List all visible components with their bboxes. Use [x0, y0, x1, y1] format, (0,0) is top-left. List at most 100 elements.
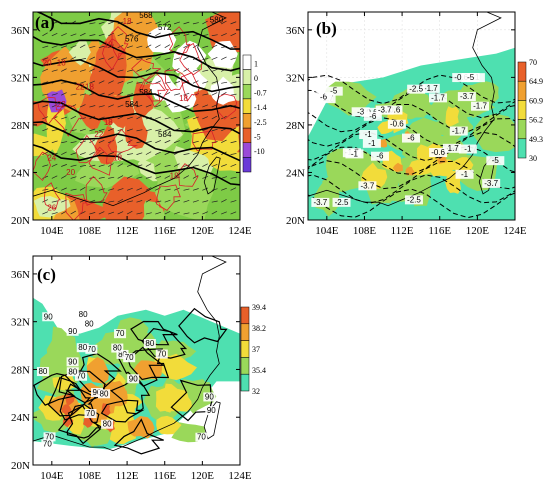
wind-barb [164, 188, 171, 191]
contour-label: -1.7 [424, 84, 438, 93]
colorbar-swatch [242, 54, 252, 70]
red-contour-label: 18 [57, 58, 66, 67]
wind-barb [173, 163, 180, 167]
panel-b: -0.6-1.7-2.5-1.7-1-3.7-0.6-1-0.6-1.7-1-2… [308, 12, 515, 220]
wind-barb [61, 57, 68, 60]
wind-barb [164, 57, 171, 60]
wind-barb [145, 198, 152, 203]
dashed-contour [308, 88, 515, 119]
wind-barb [70, 33, 77, 37]
shading-cell [86, 357, 110, 384]
x-tick-label: 120E [191, 225, 215, 237]
contour-label: 80 [113, 344, 122, 353]
y-tick-label: 36N [11, 25, 30, 37]
wind-barb [183, 21, 190, 25]
wind-barb [192, 152, 199, 155]
wind-barb [42, 22, 49, 25]
wind-barb [145, 68, 152, 72]
contour-label-bg [428, 93, 447, 103]
wind-barb [117, 81, 124, 84]
wind-barb [61, 68, 67, 72]
x-tick-label: 116E [153, 225, 176, 237]
wind-barb [127, 69, 133, 72]
wind-barb [145, 44, 152, 48]
plot-frame [307, 11, 516, 221]
wind-barb [164, 20, 171, 25]
wind-barb [164, 175, 171, 179]
wind-barb [117, 69, 124, 72]
contour-label-bg [401, 133, 420, 143]
wind-barb [98, 105, 105, 108]
shading-a: 5685725765805845845841818181818181818202… [33, 12, 240, 220]
red-contour-label: 18 [113, 154, 122, 163]
contour-label: 70 [116, 329, 125, 338]
contour-label-bg [91, 388, 104, 398]
wind-barb [79, 187, 86, 191]
wind-barb [211, 151, 218, 155]
shading-cell [33, 196, 71, 218]
wind-barb [136, 68, 143, 72]
wind-barb [164, 164, 171, 167]
wind-barb [117, 211, 124, 215]
wind-barb [51, 69, 58, 72]
wind-barb [70, 141, 77, 144]
wind-barb [145, 163, 152, 167]
wind-barb [230, 187, 237, 191]
wind-barb [211, 210, 218, 215]
wind-barb [192, 188, 199, 191]
wind-barb [108, 80, 114, 84]
wind-barb [230, 116, 237, 120]
wind-barb [183, 212, 190, 215]
colorbar-label: 0 [254, 74, 258, 83]
wind-barb [155, 104, 162, 108]
wind-barb [98, 164, 105, 167]
coastline [33, 12, 227, 207]
wind-barb [108, 21, 114, 25]
shading-cell [127, 416, 155, 439]
red-contour-label: 22 [94, 130, 103, 139]
contour-label-bg [41, 439, 54, 449]
wind-barb [89, 164, 96, 167]
wind-barb [126, 45, 133, 48]
wind-barb [183, 44, 190, 48]
contour-label-bg [324, 86, 343, 96]
colorbar-swatch [240, 340, 250, 358]
wind-barb [230, 153, 237, 155]
colorbar-swatch [240, 373, 250, 392]
shading-cell [453, 157, 474, 174]
wind-barb [98, 21, 105, 25]
shading-cell [68, 39, 91, 66]
y-tick-label: 20N [11, 215, 30, 227]
contour-label-bg [83, 319, 96, 329]
wind-barb [221, 20, 227, 25]
contour-label: -6 [376, 152, 384, 161]
wind-barb [127, 200, 134, 203]
red-contour [102, 38, 128, 71]
contour-label: -6 [407, 134, 415, 143]
contour-label: -3.7 [484, 179, 498, 188]
wind-barb [89, 80, 96, 84]
black-contour [33, 79, 240, 113]
wind-barb [51, 32, 58, 37]
red-contour [155, 184, 181, 211]
wind-barb [192, 200, 199, 203]
contour-label: 70 [157, 350, 166, 359]
axes: 104E 108E 112E 116E 120E 124E 20N 24N 28N 32N 36N [11, 11, 252, 237]
contour-label: 70 [197, 433, 206, 442]
wind-barb [42, 164, 49, 167]
wind-barb [98, 45, 105, 48]
wind-barb [221, 81, 228, 84]
wind-barb [174, 211, 180, 215]
wind-barb [145, 151, 152, 155]
wind-barb [126, 33, 133, 37]
contour-label-bg [407, 84, 426, 94]
contour-label-bg [421, 83, 440, 93]
wind-barb [202, 20, 208, 25]
contour-label-bg [155, 349, 168, 359]
colorbar-label: 38.2 [252, 324, 266, 333]
contour-label-bg [370, 151, 389, 161]
wind-barb [98, 151, 105, 155]
contour-label-bg [429, 148, 448, 158]
wind-barb [211, 163, 218, 167]
wind-barb [192, 80, 199, 84]
